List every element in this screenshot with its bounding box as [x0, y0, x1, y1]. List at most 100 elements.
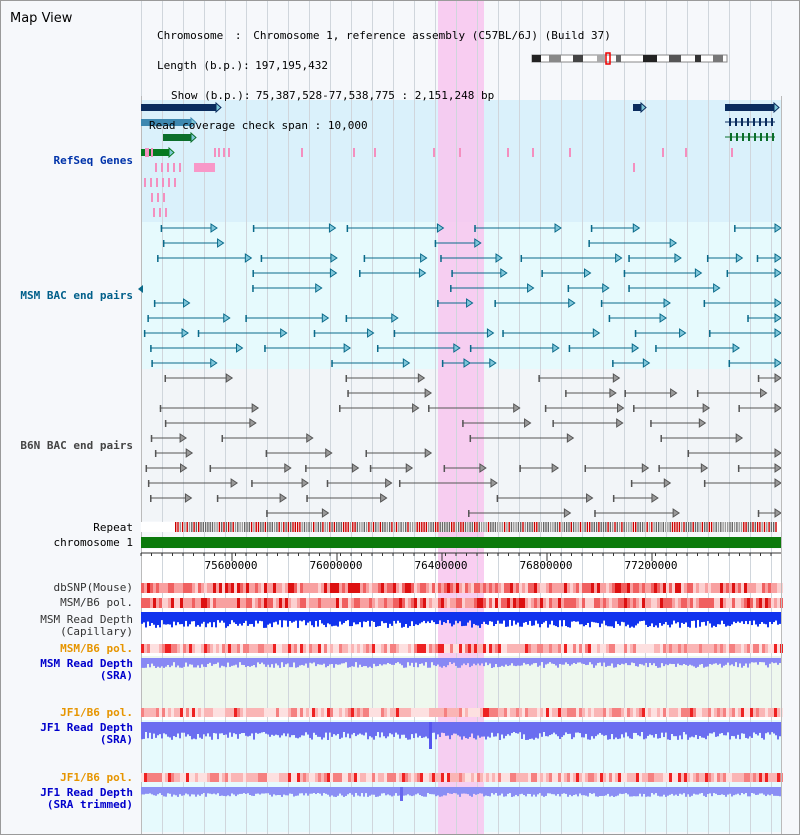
read-depth-bar [679, 612, 681, 628]
msm-bac-pair-end [343, 343, 352, 353]
ideogram-band [643, 55, 657, 62]
read-depth-bar [313, 658, 315, 663]
msm-bac-pair-end [153, 300, 156, 307]
read-depth-bar [461, 658, 463, 666]
heat-cell [279, 583, 282, 593]
heat-cell [168, 583, 171, 593]
repeat-element [736, 522, 738, 532]
read-depth-bar [771, 612, 773, 625]
read-depth-bar [197, 722, 199, 735]
read-depth-bar [621, 612, 623, 622]
repeat-element [740, 522, 743, 532]
heat-cell [537, 773, 540, 782]
read-depth-bar [563, 658, 565, 665]
read-depth-bar [571, 612, 573, 622]
read-depth-bar [689, 612, 691, 628]
read-depth-bar [779, 722, 781, 737]
repeat-element [299, 522, 301, 532]
heat-cell [507, 583, 510, 593]
read-depth-bar [567, 658, 569, 664]
heat-cell [279, 644, 282, 653]
read-depth-bar [305, 722, 307, 733]
read-depth-bar [741, 787, 743, 793]
read-depth-bar [303, 722, 305, 736]
heat-cell [198, 644, 201, 653]
heat-cell [591, 583, 594, 593]
read-depth-bar [555, 612, 557, 627]
read-depth-bar [459, 722, 461, 737]
heat-cell [516, 583, 519, 593]
b6n-bac-pair-end [347, 390, 349, 397]
repeat-element [674, 522, 676, 532]
heat-cell [528, 708, 531, 717]
read-depth-bar [427, 787, 429, 794]
pink-transcript [155, 163, 157, 172]
read-depth-bar [365, 787, 367, 794]
read-depth-bar [261, 722, 263, 733]
heat-cell [492, 644, 495, 653]
read-depth-bar [223, 612, 225, 623]
heat-cell [330, 598, 333, 608]
repeat-element [315, 522, 317, 532]
read-depth-bar [469, 787, 471, 796]
heat-cell [609, 644, 612, 653]
read-depth-bar [521, 612, 523, 627]
read-depth-bar [477, 658, 479, 664]
b6n-bac-pair-end [305, 465, 307, 472]
heat-cell [642, 644, 645, 653]
msm-bac-pair-end [502, 330, 504, 337]
read-depth-bar [395, 658, 397, 664]
heat-cell [717, 583, 720, 593]
read-depth-bar [647, 722, 649, 736]
read-depth-bar [759, 787, 761, 794]
read-depth-bar [183, 612, 185, 627]
heat-cell [765, 708, 768, 717]
heat-cell [390, 773, 393, 782]
msm-bac-pair-end [346, 225, 349, 232]
repeat-element [687, 522, 690, 532]
repeat-element [536, 522, 538, 532]
heat-cell [324, 773, 327, 782]
read-depth-bar [291, 612, 293, 623]
read-depth-bar [239, 658, 241, 663]
heat-cell [225, 708, 228, 717]
heat-cell [513, 598, 516, 608]
read-depth-bar [767, 722, 769, 733]
read-depth-bar [403, 612, 405, 627]
heat-cell [546, 598, 549, 608]
repeat-element [570, 522, 572, 532]
heat-cell [375, 598, 378, 608]
repeat-element [690, 522, 692, 532]
repeat-element [474, 522, 476, 532]
repeat-element [283, 522, 285, 532]
repeat-element [338, 522, 340, 532]
read-depth-bar [339, 658, 341, 665]
read-depth-bar [151, 658, 153, 664]
read-depth-bar [363, 787, 365, 797]
heat-cell [393, 773, 396, 782]
heat-cell [369, 598, 372, 608]
heat-cell [585, 583, 588, 593]
heat-cell [663, 598, 666, 608]
read-depth-bar [225, 787, 227, 797]
read-depth-bar [749, 658, 751, 664]
repeat-element [692, 522, 694, 532]
read-depth-bar [593, 722, 595, 739]
read-depth-bar [549, 722, 551, 736]
heat-cell [486, 583, 489, 593]
read-depth-bar [511, 612, 513, 626]
repeat-element [428, 522, 430, 532]
pink-transcript [731, 148, 733, 157]
repeat-element [253, 522, 255, 532]
read-depth-bar [565, 722, 567, 733]
read-depth-bar [641, 722, 643, 732]
repeat-element [352, 522, 354, 532]
read-depth-bar [271, 722, 273, 735]
read-depth-bar [423, 612, 425, 621]
read-depth-bar [183, 658, 185, 667]
repeat-element [701, 522, 704, 532]
read-depth-bar [367, 722, 369, 740]
read-depth-bar [211, 722, 213, 740]
read-depth-bar [667, 612, 669, 625]
